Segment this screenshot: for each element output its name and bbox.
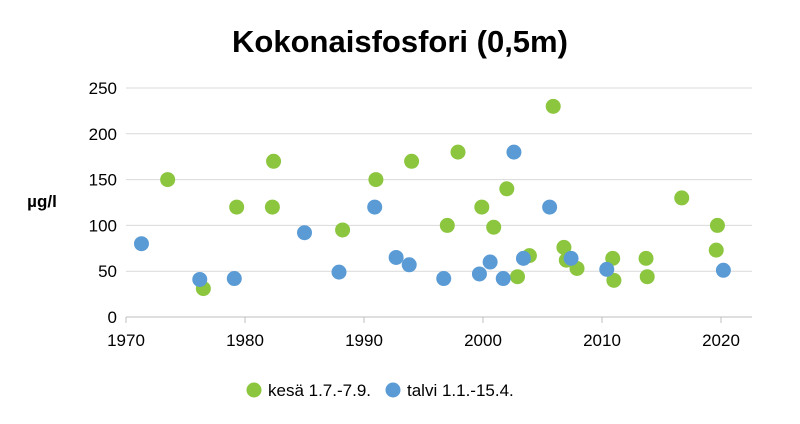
y-tick-label: 150 bbox=[89, 171, 117, 190]
data-point bbox=[605, 250, 621, 266]
data-point bbox=[542, 199, 558, 215]
axes: 0 50 100 150 200 250 1970 1980 1990 2000 2010 2020 bbox=[89, 79, 752, 350]
data-point bbox=[482, 254, 498, 270]
x-tick-label: 2020 bbox=[702, 331, 740, 350]
y-tick-label: 200 bbox=[89, 125, 117, 144]
data-point bbox=[556, 239, 572, 255]
y-axis-label: µg/l bbox=[27, 192, 57, 211]
y-tick-label: 100 bbox=[89, 216, 117, 235]
legend-marker bbox=[385, 382, 401, 398]
data-point bbox=[638, 250, 654, 266]
legend-label: talvi 1.1.-15.4. bbox=[407, 381, 514, 400]
data-point bbox=[599, 261, 615, 277]
data-point bbox=[226, 271, 242, 287]
x-tick-label: 2000 bbox=[464, 331, 502, 350]
data-point bbox=[388, 249, 404, 265]
x-tick-label: 1980 bbox=[226, 331, 264, 350]
legend: kesä 1.7.-7.9. talvi 1.1.-15.4. bbox=[246, 381, 514, 400]
data-point bbox=[471, 266, 487, 282]
data-points bbox=[133, 98, 731, 297]
chart-title: Kokonaisfosfori (0,5m) bbox=[232, 24, 568, 59]
data-point bbox=[545, 98, 561, 114]
legend-label: kesä 1.7.-7.9. bbox=[268, 381, 371, 400]
data-point bbox=[368, 172, 384, 188]
data-point bbox=[331, 264, 347, 280]
data-point bbox=[404, 153, 420, 169]
x-tick-label: 1970 bbox=[107, 331, 145, 350]
data-point bbox=[674, 190, 690, 206]
data-point bbox=[450, 144, 466, 160]
data-point bbox=[439, 217, 455, 233]
data-point bbox=[192, 271, 208, 287]
data-point bbox=[606, 272, 622, 288]
legend-marker bbox=[246, 382, 262, 398]
data-point bbox=[367, 199, 383, 215]
gridlines bbox=[126, 87, 752, 272]
data-point bbox=[510, 269, 526, 285]
y-tick-label: 50 bbox=[98, 262, 117, 281]
data-point bbox=[401, 257, 417, 273]
series-1 bbox=[160, 98, 725, 297]
data-point bbox=[563, 250, 579, 266]
data-point bbox=[264, 199, 280, 215]
data-point bbox=[160, 172, 176, 188]
x-tick-label: 2010 bbox=[583, 331, 621, 350]
data-point bbox=[709, 217, 725, 233]
data-point bbox=[297, 225, 312, 241]
data-point bbox=[486, 219, 502, 235]
data-point bbox=[499, 181, 515, 197]
data-point bbox=[708, 242, 724, 258]
data-point bbox=[335, 222, 351, 238]
series-2 bbox=[133, 144, 731, 287]
data-point bbox=[133, 236, 149, 252]
data-point bbox=[495, 271, 511, 287]
data-point bbox=[715, 262, 731, 278]
data-point bbox=[229, 199, 245, 215]
x-tick-label: 1990 bbox=[345, 331, 383, 350]
data-point bbox=[639, 269, 655, 285]
y-tick-label: 250 bbox=[89, 79, 117, 98]
data-point bbox=[266, 153, 282, 169]
data-point bbox=[506, 144, 522, 160]
y-tick-label: 0 bbox=[108, 308, 117, 327]
data-point bbox=[474, 199, 490, 215]
data-point bbox=[436, 271, 452, 287]
data-point bbox=[515, 250, 531, 266]
